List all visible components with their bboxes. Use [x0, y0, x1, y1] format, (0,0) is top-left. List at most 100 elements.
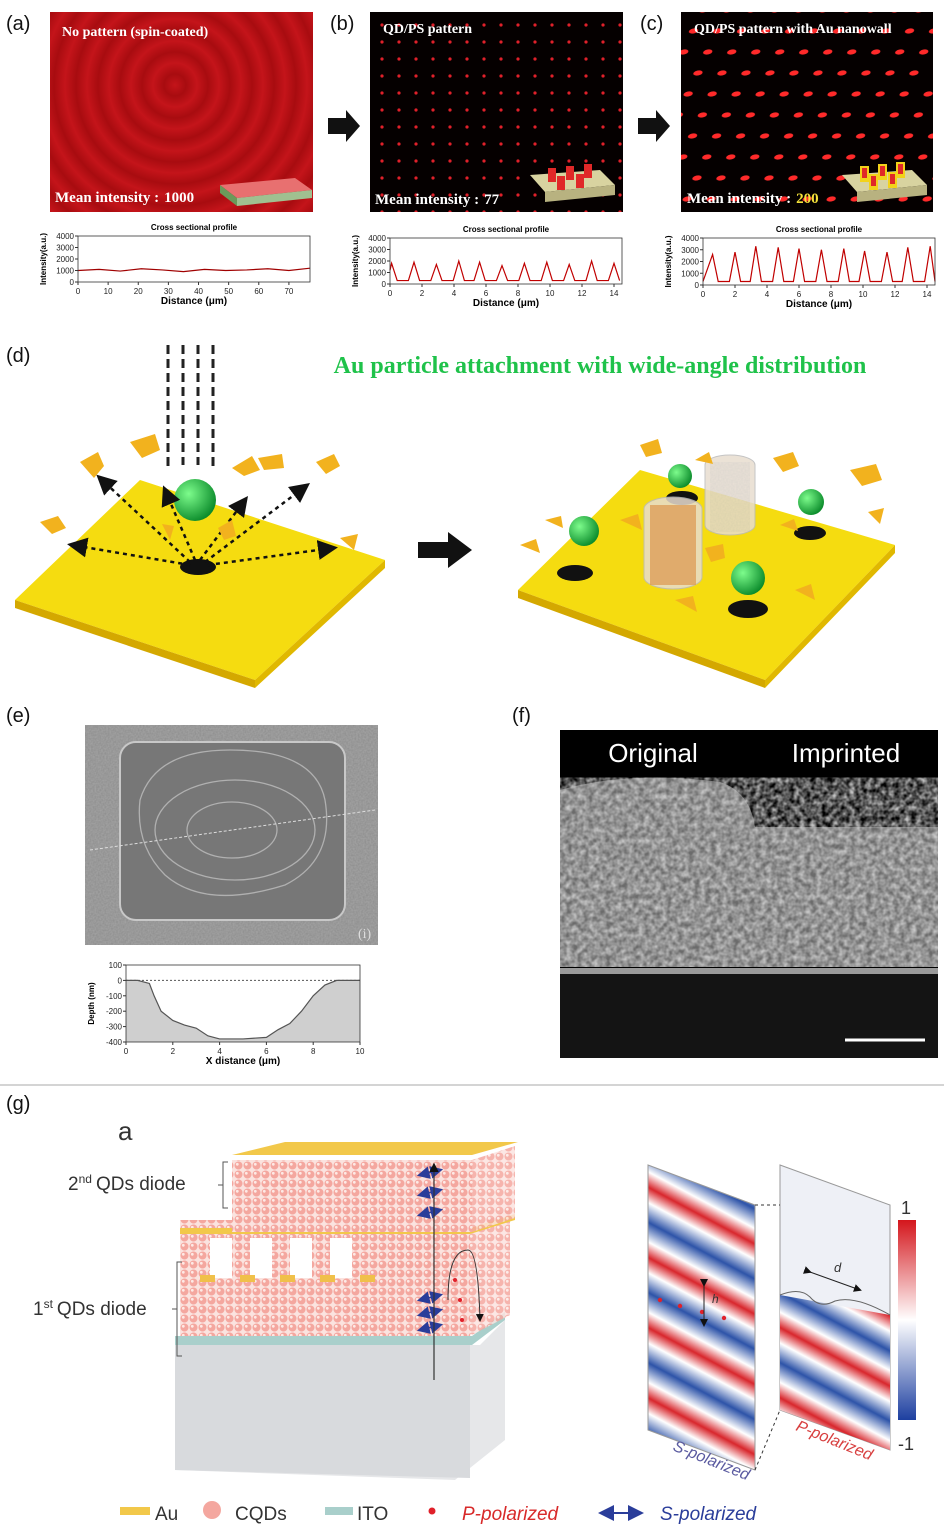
diode-label-shape: QDs diode [96, 1174, 186, 1195]
profile-chart: Cross sectional profile 0 1000 2000 3000 4000… [664, 225, 936, 310]
panel-d-shape-shape [218, 520, 236, 540]
diode-label-shape: nd [79, 1172, 92, 1186]
panel-g-shape-shape [677, 1303, 683, 1309]
panel-g-shape [175, 1345, 470, 1478]
panel-b-shape-shape [584, 164, 592, 178]
y-tick-label: 4000 [56, 232, 74, 241]
panel-g-shape-shape [416, 1291, 444, 1304]
profile-line [126, 979, 360, 1040]
panel-g-shape-shape [360, 1275, 375, 1282]
panel-d-shape-shape [569, 516, 599, 546]
y-tick-label: 3000 [368, 246, 386, 255]
profile-chart: Cross sectional profile 0 1000 2000 3000 4000… [351, 225, 623, 309]
x-tick-label: 14 [610, 289, 619, 298]
panel-g-shape-shape [250, 1238, 272, 1278]
panel-f-shape [560, 974, 938, 1058]
panel-d-shape-shape [850, 464, 882, 486]
x-tick-label: 6 [484, 289, 489, 298]
y-tick-label: -300 [106, 1023, 123, 1032]
x-tick-label: 14 [923, 290, 932, 299]
panel-d-shape-shape [204, 482, 310, 563]
x-tick-label: 10 [356, 1047, 365, 1056]
panel-d-shape-shape [731, 561, 765, 595]
mean-intensity-shape: Mean intensity : [55, 190, 159, 206]
x-tick-label: 2 [733, 290, 738, 299]
panel-g-shape [754, 1204, 781, 1471]
panel-g-shape [647, 1164, 756, 1471]
panel-d-shape-shape [675, 596, 697, 612]
y-tick-label: 0 [695, 281, 700, 290]
panel-b-shape-shape [557, 176, 565, 190]
mean-intensity: Mean intensity : 1000 [55, 190, 194, 206]
panel-d-shape [255, 560, 385, 688]
panel-g-shape-shape [330, 1238, 352, 1278]
panel-b-shape [328, 110, 360, 142]
chart-title: Cross sectional profile [776, 225, 863, 234]
y-tick-label: 0 [382, 280, 387, 289]
sub-label: a [118, 1116, 133, 1146]
panel-title: Au particle attachment with wide-angle d… [334, 353, 867, 379]
panel-d-shape [67, 474, 338, 567]
mean-intensity-shape: 1000 [164, 190, 194, 206]
panel-e-shape [138, 749, 328, 897]
panel-g-shape [175, 1312, 505, 1345]
x-axis-label: X distance (μm) [206, 1056, 280, 1067]
panel-c-shape [638, 110, 670, 142]
y-tick-label: 0 [118, 976, 123, 985]
x-tick-label: 4 [217, 1047, 222, 1056]
legend-shape [203, 1501, 221, 1519]
panel-d-shape-shape [695, 452, 713, 464]
panel-d-shape [40, 434, 358, 550]
panel-d: (d) Au particle attachment with wide-ang… [6, 345, 895, 688]
panel-a-shape [50, 12, 313, 212]
panel-g-shape-shape [416, 1206, 444, 1219]
x-tick-label: 8 [311, 1047, 316, 1056]
panel-label: (c) [640, 13, 663, 35]
panel-e-shape-shape [138, 749, 328, 897]
y-tick-label: 3000 [681, 246, 699, 255]
panel-g-shape [453, 1278, 464, 1322]
y-tick-label: 0 [70, 278, 75, 287]
x-tick-label: 0 [388, 289, 393, 298]
panel-label: (d) [6, 345, 30, 367]
x-tick-label: 50 [224, 287, 233, 296]
panel-g-shape-shape [453, 1278, 457, 1282]
x-tick-label: 40 [194, 287, 203, 296]
panel-d-shape-shape [340, 534, 358, 550]
panel-g-shape-shape [210, 1238, 232, 1278]
panel-b-shape-shape [566, 166, 574, 180]
panel-g-shape-shape [721, 1315, 727, 1321]
plot-frame [125, 964, 361, 1043]
d-label: d [834, 1260, 842, 1275]
panel-d-shape-shape [520, 539, 540, 553]
panel-g-shape [470, 1208, 510, 1336]
panel-g-shape-shape [280, 1275, 295, 1282]
x-tick-label: 2 [171, 1047, 176, 1056]
panel-d-shape-shape [545, 516, 563, 528]
x-tick-label: 20 [134, 287, 143, 296]
panel-g-shape [200, 1275, 375, 1282]
panel-g-shape-shape [240, 1275, 255, 1282]
panel-d-shape-shape [80, 452, 104, 478]
panel-d-shape-shape [798, 489, 824, 515]
diode-label-shape: st [44, 1297, 54, 1311]
region-label: Original [608, 738, 698, 768]
mean-intensity-shape: 200 [796, 191, 819, 207]
y-tick-label: 100 [109, 961, 123, 970]
x-tick-label: 70 [284, 287, 293, 296]
panel-g-shape [779, 1291, 891, 1316]
panel-label: (e) [6, 705, 30, 727]
diode-label-shape: 1 [33, 1299, 44, 1320]
x-tick-label: 6 [797, 290, 802, 299]
mean-intensity-shape: Mean intensity : [687, 191, 791, 207]
panel-b: (b) QD/PS pattern Mean intensity : 77 [328, 12, 623, 212]
legend-label: P-polarized [462, 1504, 560, 1525]
mean-intensity: Mean intensity : 77 [375, 192, 500, 208]
diode-label: 2nd QDs diode [68, 1172, 186, 1195]
panel-d-shape-shape [710, 462, 750, 532]
panel-c-shape-shape [880, 166, 885, 176]
panel-d-shape-shape [640, 439, 662, 457]
panel-g-shape [447, 1249, 484, 1322]
panel-g-shape-shape [754, 1409, 781, 1471]
y-tick-label: 4000 [368, 234, 386, 243]
